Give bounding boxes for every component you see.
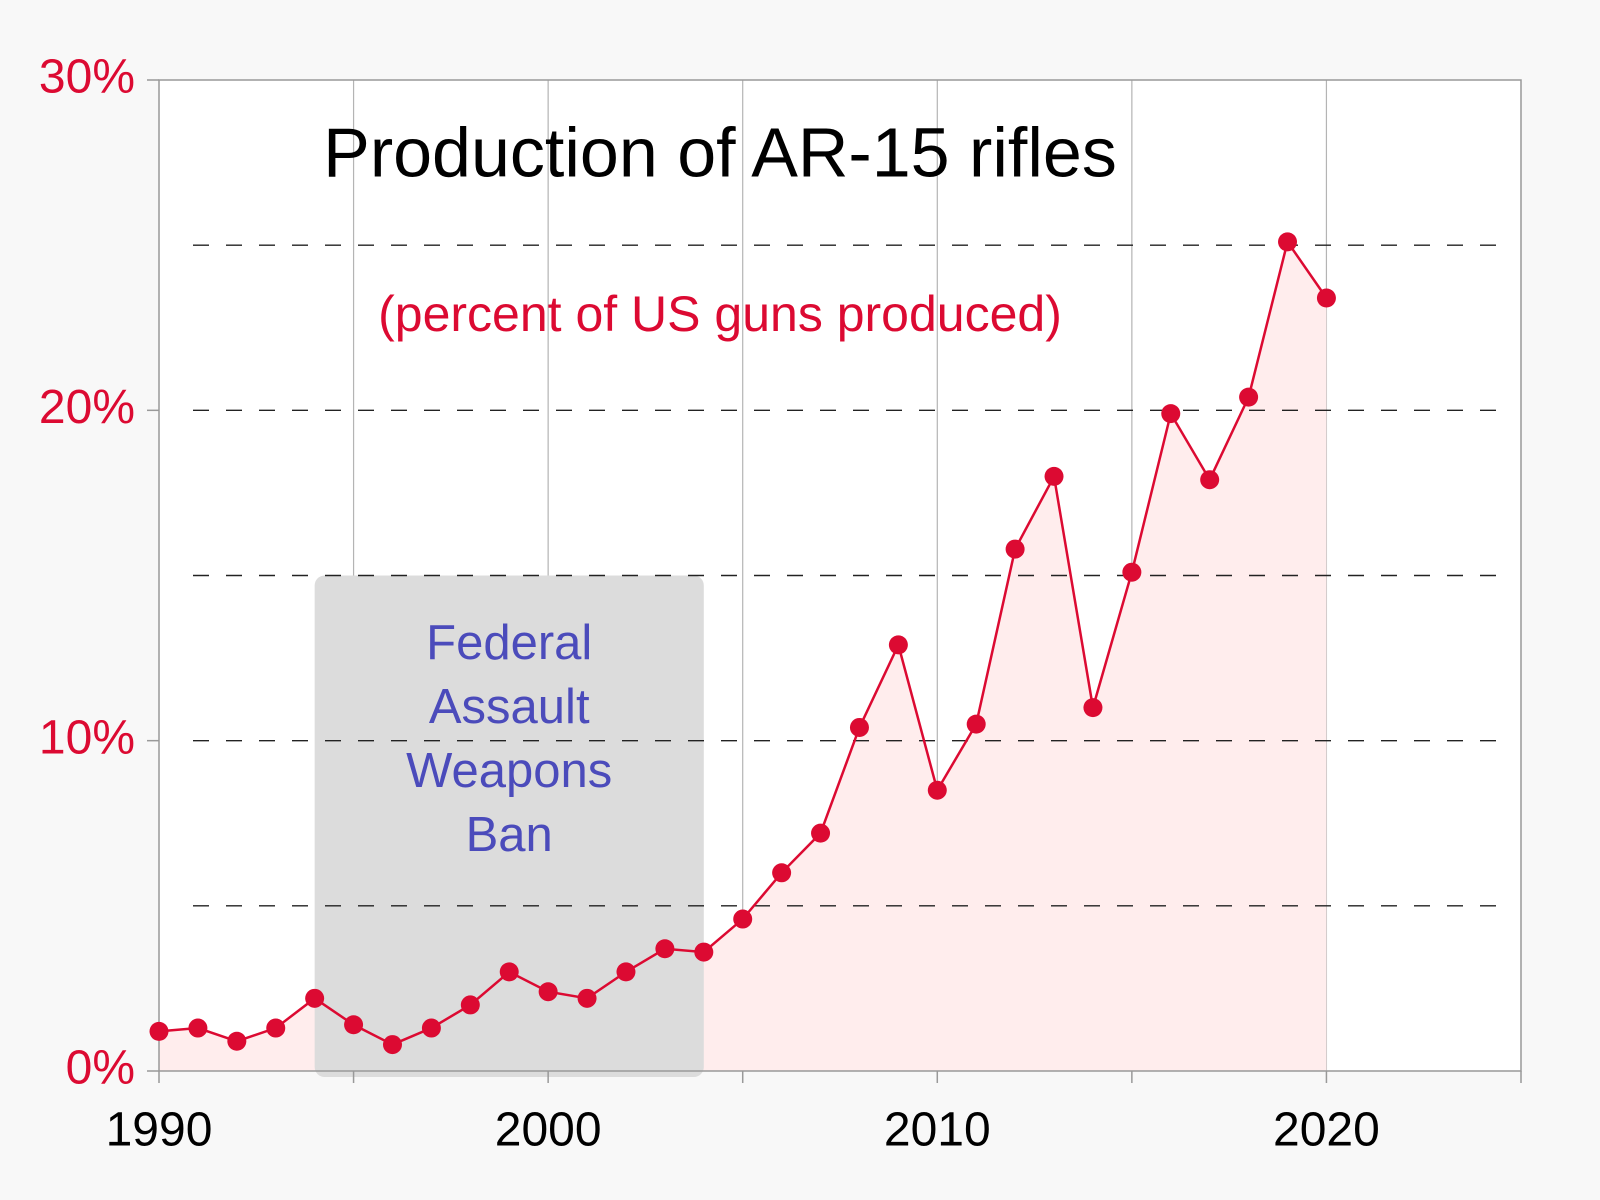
plot-frame [158,79,1522,1072]
point [538,982,558,1002]
point [227,1031,247,1051]
point [1239,387,1259,407]
point [382,1035,402,1055]
point [849,717,869,737]
point [733,909,753,929]
point [1044,466,1064,486]
x-tick-label: 2000 [495,1104,602,1157]
y-tick-label: 0% [66,1042,135,1095]
point [888,635,908,655]
annotation-text: Ban [466,808,553,862]
point [1005,539,1025,559]
point [655,939,675,959]
point [1200,470,1220,490]
point [577,988,597,1008]
point [188,1018,208,1038]
point [1316,288,1336,308]
point [460,995,480,1015]
x-tick-label: 2020 [1273,1104,1380,1157]
point [616,962,636,982]
point [421,1018,441,1038]
point [1278,232,1298,252]
y-tick-label: 30% [39,51,135,104]
y-tick-label: 20% [39,381,135,434]
annotation-text: Federal [426,616,592,670]
chart-title: Production of AR-15 rifles [323,113,1117,191]
point [966,714,986,734]
chart-subtitle: (percent of US guns produced) [378,286,1062,342]
annotation-box [314,575,704,1077]
point [927,780,947,800]
point [1161,404,1181,424]
point [1083,698,1103,718]
point [305,988,325,1008]
annotation-text: Weapons [406,744,612,798]
annotation-text: Assault [429,680,590,734]
area [159,241,1327,1071]
point [772,863,792,883]
y-tick-label: 10% [39,711,135,764]
point [149,1021,169,1041]
point [694,942,714,962]
point [1122,562,1142,582]
point [811,823,831,843]
x-tick-label: 2010 [884,1104,991,1157]
x-tick-label: 1990 [106,1104,213,1157]
point [499,962,519,982]
point [266,1018,286,1038]
point [344,1015,364,1035]
